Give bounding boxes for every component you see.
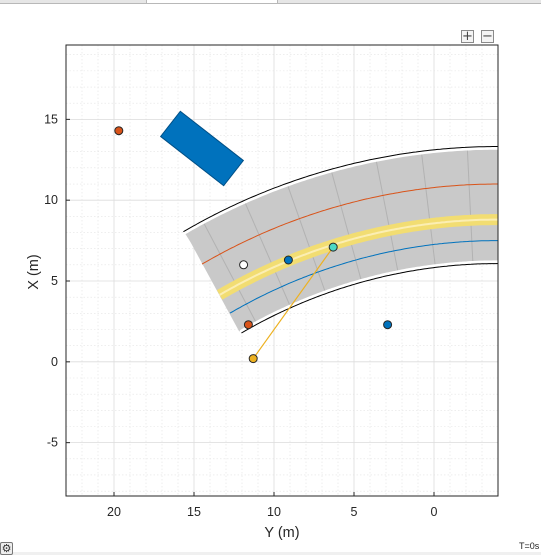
y-tick-label: 5 — [51, 274, 58, 288]
y-tick-label: 0 — [51, 355, 58, 369]
y-tick-label: 10 — [44, 193, 58, 207]
tab-previous[interactable] — [0, 0, 146, 4]
zoom-in-button[interactable]: + — [461, 29, 474, 44]
marker-blue_2 — [383, 320, 393, 330]
tab-next[interactable] — [278, 0, 541, 4]
road-segment-line — [421, 153, 436, 266]
road-surface — [185, 149, 498, 332]
gear-icon: ⚙ — [1, 542, 12, 555]
road-segment-line — [375, 160, 399, 272]
axis-ticks: 20 15 10 5 0 15 10 5 0 -5 — [44, 112, 437, 519]
road-outer-edge — [183, 146, 498, 233]
simulation-time-label: T=0s — [519, 541, 540, 551]
figure-panel: 20 15 10 5 0 15 10 5 0 -5 Y (m) X (m) + − ⚙ T=0s — [0, 4, 541, 555]
scenario-plot[interactable]: 20 15 10 5 0 15 10 5 0 -5 Y (m) X (m) — [0, 4, 541, 552]
marker-orange — [248, 354, 258, 364]
zoom-out-button[interactable]: − — [481, 29, 494, 44]
yellow-center-line-gap — [219, 218, 498, 296]
y-tick-label: 15 — [44, 112, 58, 126]
red-vehicle-path — [201, 183, 498, 265]
x-tick-label: 5 — [351, 505, 358, 519]
axes-frame — [65, 44, 499, 497]
marker-white — [239, 260, 249, 270]
settings-button[interactable]: ⚙ — [0, 542, 13, 555]
tab-strip — [0, 0, 541, 4]
road-segment-line — [511, 149, 514, 262]
marker-cyan — [328, 242, 338, 252]
marker-red_1 — [243, 320, 253, 330]
road-segment-line — [466, 149, 474, 263]
x-tick-label: 20 — [107, 505, 121, 519]
road-outer-lane-marking — [183, 147, 498, 235]
x-tick-label: 0 — [431, 505, 438, 519]
road-inner-edge — [241, 262, 498, 334]
x-tick-label: 10 — [267, 505, 281, 519]
road-segment-line — [203, 222, 257, 323]
ego-vehicle — [159, 110, 245, 187]
sensor-line — [252, 246, 334, 359]
x-axis-label: Y (m) — [264, 525, 299, 541]
road-segment-line — [287, 185, 326, 292]
road-inner-lane-marking — [239, 260, 498, 333]
y-tick-label: -5 — [47, 436, 58, 450]
y-axis-label: X (m) — [26, 254, 42, 289]
x-tick-label: 15 — [187, 505, 201, 519]
scenario-marks — [114, 110, 393, 364]
road-segment-line — [330, 171, 362, 281]
marker-red_2 — [114, 126, 124, 136]
marker-blue_1 — [283, 255, 293, 265]
road-segment-line — [244, 202, 291, 307]
tab-active[interactable] — [146, 0, 278, 4]
